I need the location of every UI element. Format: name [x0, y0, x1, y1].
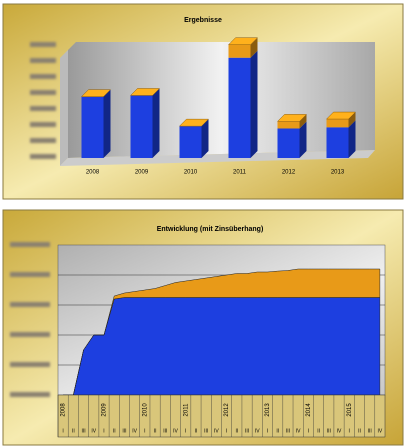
x-tick-label: I [226, 428, 227, 434]
bar-side [250, 50, 258, 159]
bar-top [129, 88, 161, 96]
x-tick-label: 2011 [233, 170, 247, 176]
group-label: 2008 [61, 403, 67, 417]
bar-side [250, 37, 258, 58]
x-tick-label: I [267, 428, 268, 434]
x-tick-label: II [113, 428, 116, 434]
group-label: 2011 [183, 403, 189, 417]
bar [228, 57, 251, 159]
x-tick-label: IV [296, 428, 301, 434]
x-tick-label: III [81, 428, 85, 434]
bar-side [299, 114, 307, 129]
blurred-axis-labels [10, 42, 56, 397]
x-tick-label: 2013 [331, 170, 345, 176]
bar-top [178, 118, 210, 127]
x-tick-label: 2012 [282, 170, 296, 176]
bar [326, 127, 349, 158]
bar [81, 96, 104, 158]
x-tick-label: 2009 [135, 170, 149, 176]
x-tick-label: II [235, 428, 238, 434]
x-tick-label: II [72, 428, 75, 434]
bar [277, 121, 300, 129]
bar-top [227, 37, 259, 45]
x-tick-label: II [195, 428, 198, 434]
x-tick-label: III [163, 428, 167, 434]
x-tick-label: III [122, 428, 126, 434]
bar [277, 128, 300, 158]
x-tick-label: 2008 [86, 170, 100, 176]
x-tick-label: III [286, 428, 290, 434]
x-tick-label: 2010 [184, 170, 198, 176]
bar [179, 126, 202, 158]
x-tick-label: I [185, 428, 186, 434]
x-tick-label: III [368, 428, 372, 434]
bar-side [103, 89, 111, 158]
group-label: 2012 [224, 403, 230, 417]
x-tick-label: IV [214, 428, 219, 434]
group-label: 2014 [306, 403, 312, 417]
bar [326, 119, 349, 128]
plot-wall [60, 50, 68, 166]
x-tick-label: IV [378, 428, 383, 434]
group-label: 2009 [102, 403, 108, 417]
x-tick-label: I [103, 428, 104, 434]
bar-side [201, 119, 209, 158]
bar-top [325, 111, 357, 120]
x-tick-label: III [327, 428, 331, 434]
x-tick-label: IV [337, 428, 342, 434]
x-tick-label: I [144, 428, 145, 434]
bar-top [80, 89, 112, 97]
group-label: 2010 [142, 403, 148, 417]
x-tick-label: II [154, 428, 157, 434]
x-tick-label: II [317, 428, 320, 434]
bar-top [276, 114, 308, 122]
bar-side [299, 121, 307, 158]
area [63, 268, 381, 396]
x-tick-label: III [204, 428, 208, 434]
x-tick-label: I [308, 428, 309, 434]
x-tick-label: II [358, 428, 361, 434]
x-tick-label: IV [255, 428, 260, 434]
x-tick-label: III [245, 428, 249, 434]
group-label: 2013 [265, 403, 271, 417]
bar [130, 95, 153, 158]
x-tick-label: I [349, 428, 350, 434]
x-tick-label: IV [132, 428, 137, 434]
bar [228, 44, 251, 58]
x-tick-label: II [276, 428, 279, 434]
chart-title: Ergebnisse [184, 17, 222, 24]
bar-side [348, 112, 356, 128]
bar-side [348, 120, 356, 158]
chart-title: Entwicklung (mit Zinsüberhang) [157, 226, 264, 233]
x-tick-label: IV [91, 428, 96, 434]
bar-side [152, 88, 160, 158]
x-tick-label: I [62, 428, 63, 434]
group-label: 2015 [347, 403, 353, 417]
x-tick-label: IV [173, 428, 178, 434]
